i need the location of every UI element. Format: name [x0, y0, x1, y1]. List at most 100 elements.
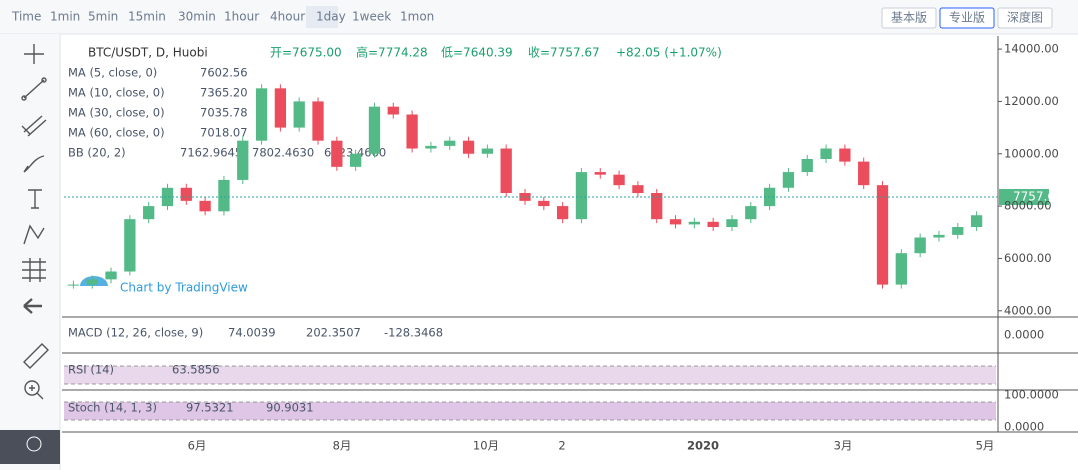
pane-legend: MACD (12, 26, close, 9) — [68, 326, 203, 340]
interval-button[interactable]: 1hour — [224, 10, 259, 24]
candle — [745, 206, 757, 220]
candle — [237, 140, 249, 180]
candle — [594, 172, 606, 175]
indicator-value: 7802.4630 — [252, 146, 314, 160]
symbol: BTC/USDT, D, Huobi — [88, 46, 208, 60]
mode-label[interactable]: 专业版 — [949, 10, 985, 25]
indicator-value: 7602.56 — [200, 66, 248, 80]
candle — [858, 161, 870, 186]
y-tick-label: 4000.00 — [1004, 303, 1052, 317]
pane-legend: RSI (14) — [68, 363, 114, 377]
candle — [820, 148, 832, 159]
x-tick-label: 5月 — [976, 439, 995, 453]
candle — [575, 172, 588, 220]
candle — [613, 174, 625, 186]
candle — [124, 219, 136, 272]
x-tick-label: 6月 — [188, 439, 207, 453]
candle — [556, 206, 569, 220]
x-tick-label: 3月 — [834, 439, 853, 453]
pane-value: 74.0039 — [228, 326, 276, 340]
candle — [895, 253, 907, 285]
candle — [651, 193, 663, 220]
last-price: 7757.67 — [1013, 190, 1063, 204]
candle — [199, 200, 211, 212]
candle — [970, 215, 983, 228]
interval-button[interactable]: 5min — [88, 10, 118, 24]
candle — [218, 179, 230, 212]
interval-button[interactable]: 1day — [316, 10, 346, 24]
candle — [952, 227, 964, 235]
candle — [86, 279, 98, 285]
interval-button[interactable]: Time — [11, 10, 41, 24]
pane-guides — [64, 365, 996, 421]
last-price-tag — [999, 189, 1049, 205]
y-tick-label: 6000.00 — [1004, 251, 1052, 265]
interval-button[interactable]: 1min — [50, 10, 80, 24]
indicator-value: 7162.9645 — [180, 146, 242, 160]
candle — [782, 172, 795, 188]
candle — [331, 140, 343, 167]
change: +82.05 (+1.07%) — [616, 46, 722, 60]
candle — [406, 114, 418, 149]
mode-button[interactable] — [939, 7, 995, 29]
pane-axis-label: 0.0000 — [1004, 328, 1044, 342]
candle — [368, 106, 381, 154]
candle — [312, 101, 324, 141]
mode-label[interactable]: 基本版 — [891, 11, 927, 25]
candle — [255, 88, 268, 141]
candle — [161, 187, 174, 207]
drawing-tools[interactable] — [21, 44, 49, 400]
left-toolbar — [0, 34, 60, 470]
indicator-name: MA (60, close, 0) — [68, 126, 165, 140]
x-tick-label: 2020 — [687, 439, 719, 453]
candle — [801, 158, 813, 173]
interval-button[interactable]: 4hour — [270, 10, 305, 24]
pane-value: 63.5856 — [172, 363, 220, 377]
candle — [105, 271, 117, 280]
indicator-value: 7018.07 — [200, 126, 248, 140]
candle — [481, 148, 494, 154]
indicator-name: MA (30, close, 0) — [68, 106, 165, 120]
pane-legend: Stoch (14, 1, 3) — [68, 401, 157, 415]
candle — [444, 140, 456, 146]
low: 低=7640.39 — [441, 46, 513, 60]
indicator-name: BB (20, 2) — [68, 146, 126, 160]
mode-button[interactable] — [881, 7, 937, 29]
candle — [143, 206, 155, 220]
y-tick-label: 10000.00 — [1004, 146, 1059, 160]
indicator-value: 7365.20 — [200, 86, 248, 100]
indicator-value: 7035.78 — [200, 106, 248, 120]
x-tick-label: 10月 — [473, 439, 499, 453]
candle — [387, 106, 399, 115]
pane-value: 90.9031 — [266, 401, 314, 415]
bottom-tool[interactable] — [0, 430, 60, 464]
candle — [500, 148, 512, 194]
interval-button[interactable]: 30min — [178, 10, 216, 24]
candle — [839, 148, 851, 162]
candle — [67, 284, 80, 286]
interval-button[interactable]: 1week — [352, 10, 391, 24]
high: 高=7774.28 — [356, 45, 428, 60]
candle — [914, 237, 926, 254]
candle — [876, 185, 889, 285]
pane-value: -128.3468 — [384, 326, 443, 340]
candle — [688, 221, 700, 225]
candle — [538, 200, 550, 207]
mode-button[interactable] — [997, 7, 1053, 29]
active-interval — [306, 6, 338, 28]
candle — [462, 140, 475, 154]
x-tick-label: 8月 — [333, 439, 352, 453]
mode-label[interactable]: 深度图 — [1007, 10, 1043, 25]
open: 开=7675.00 — [270, 46, 342, 60]
indicator-name: MA (5, close, 0) — [68, 66, 157, 80]
indicator-name: MA (10, close, 0) — [68, 86, 165, 100]
y-tick-label: 12000.00 — [1004, 94, 1059, 108]
candle — [707, 221, 719, 228]
pane-axis-label: 0.0000 — [1004, 420, 1044, 434]
candle — [669, 219, 682, 225]
y-tick-label: 8000.00 — [1004, 199, 1052, 213]
interval-button[interactable]: 15min — [128, 10, 166, 24]
candle — [726, 219, 738, 228]
interval-button[interactable]: 1mon — [400, 10, 434, 24]
